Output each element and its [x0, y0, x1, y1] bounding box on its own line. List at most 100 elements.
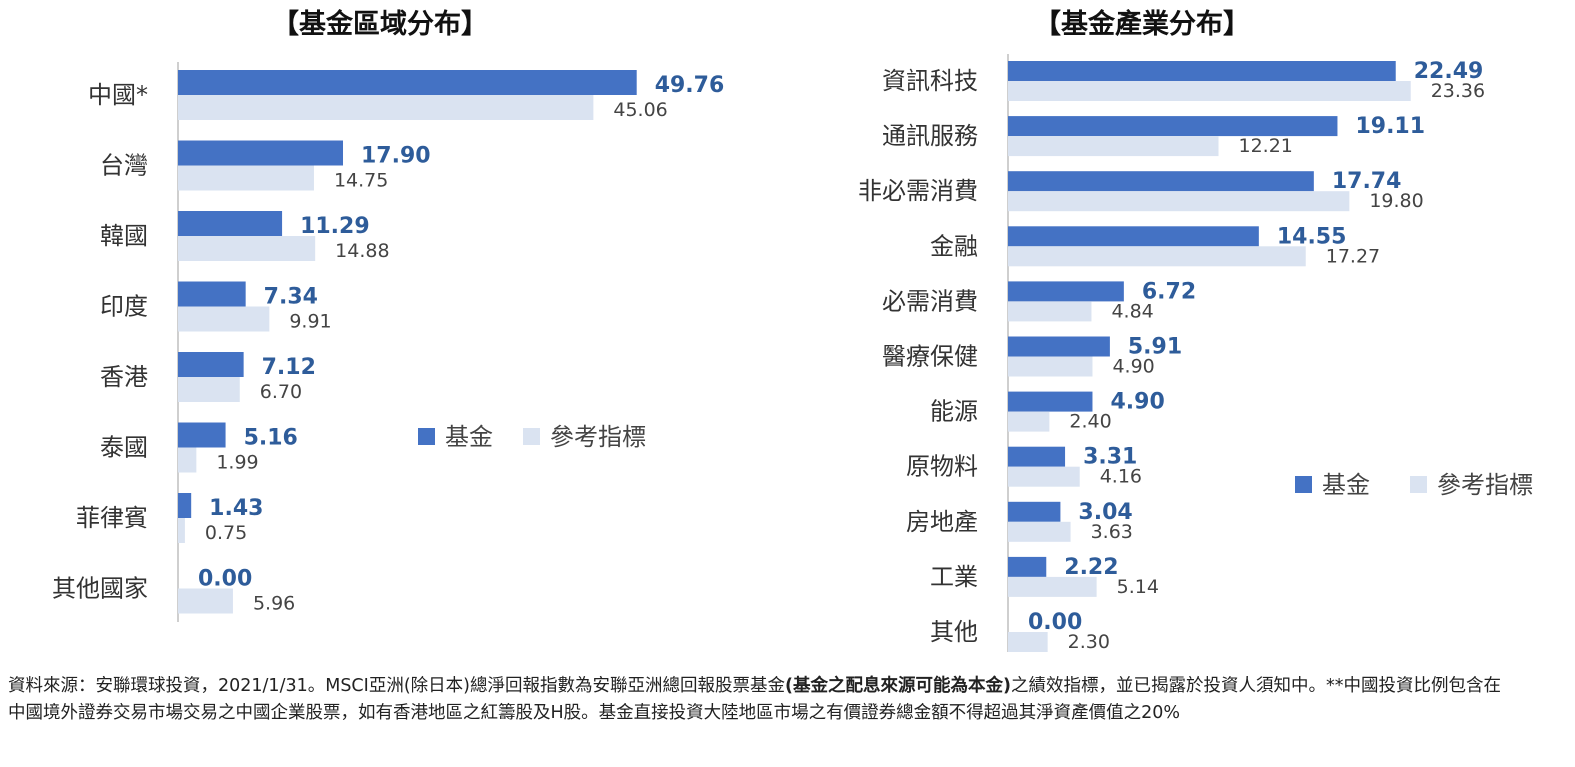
industry-fund-value-label: 3.04	[1078, 500, 1132, 525]
region-benchmark-bar	[178, 588, 233, 614]
region-category-label: 中國*	[88, 81, 148, 109]
region-fund-value-label: 11.29	[300, 214, 370, 239]
region-category-label: 其他國家	[52, 575, 148, 603]
region-fund-value-label: 0.00	[198, 567, 252, 592]
industry-benchmark-value-label: 12.21	[1239, 135, 1293, 157]
industry-fund-bar	[1008, 336, 1110, 357]
footnote-bold: (基金之配息來源可能為本金)	[784, 676, 1011, 696]
industry-fund-value-label: 22.49	[1414, 59, 1484, 84]
industry-benchmark-bar	[1008, 356, 1093, 377]
region-benchmark-bar	[178, 377, 240, 402]
industry-fund-bar	[1008, 116, 1338, 137]
industry-category-label: 金融	[930, 232, 978, 260]
industry-benchmark-bar	[1008, 632, 1048, 652]
industry-fund-value-label: 3.31	[1083, 445, 1137, 470]
industry-fund-value-label: 17.74	[1332, 169, 1402, 194]
industry-fund-value-label: 6.72	[1142, 279, 1196, 304]
footnote-text-2: 之績效指標，並已揭露於投資人須知中。**中國投資比例包含在中國境外證券交易市場交…	[8, 676, 1501, 723]
region-benchmark-value-label: 14.75	[334, 170, 388, 192]
industry-benchmark-value-label: 4.84	[1111, 300, 1153, 322]
region-fund-bar	[178, 140, 344, 166]
region-category-label: 菲律賓	[76, 504, 148, 532]
footnote-text-1: 資料來源：安聯環球投資，2021/1/31。MSCI亞洲(除日本)總淨回報指數為…	[8, 676, 785, 696]
region-fund-bar	[178, 281, 246, 307]
region-benchmark-bar	[178, 95, 594, 120]
region-fund-value-label: 17.90	[361, 144, 431, 169]
industry-fund-value-label: 19.11	[1355, 114, 1425, 139]
region-chart-title: 【基金區域分布】	[272, 8, 488, 40]
footnote: 資料來源：安聯環球投資，2021/1/31。MSCI亞洲(除日本)總淨回報指數為…	[8, 673, 1508, 727]
region-fund-bar	[178, 422, 226, 448]
region-fund-bar	[178, 352, 244, 377]
industry-fund-bar	[1008, 171, 1314, 192]
region-benchmark-bar	[178, 518, 185, 543]
region-fund-value-label: 1.43	[209, 496, 263, 521]
industry-fund-bar	[1008, 556, 1047, 577]
region-fund-bar	[178, 70, 637, 95]
industry-category-label: 必需消費	[882, 287, 978, 315]
region-benchmark-value-label: 45.06	[613, 99, 667, 121]
region-category-label: 泰國	[100, 434, 148, 462]
industry-benchmark-bar	[1008, 136, 1219, 157]
industry-benchmark-value-label: 2.40	[1069, 411, 1111, 433]
industry-category-label: 醫療保健	[882, 343, 978, 371]
region-fund-value-label: 7.34	[264, 285, 318, 310]
industry-category-label: 其他	[930, 618, 978, 646]
industry-fund-bar	[1008, 281, 1124, 302]
region-benchmark-value-label: 1.99	[216, 452, 258, 474]
industry-fund-bar	[1008, 226, 1259, 247]
industry-benchmark-bar	[1008, 81, 1411, 101]
industry-fund-value-label: 4.90	[1110, 390, 1164, 415]
region-benchmark-bar	[178, 306, 270, 332]
industry-category-label: 工業	[930, 563, 978, 591]
industry-benchmark-value-label: 4.16	[1100, 466, 1142, 488]
region-legend-label-fund: 基金	[445, 423, 493, 451]
industry-legend-swatch-fund	[1295, 476, 1312, 493]
industry-category-label: 能源	[930, 398, 978, 426]
industry-benchmark-bar	[1008, 246, 1306, 267]
region-fund-value-label: 49.76	[655, 73, 725, 98]
industry-benchmark-bar	[1008, 301, 1092, 322]
region-category-label: 韓國	[100, 222, 148, 250]
industry-category-label: 通訊服務	[882, 122, 978, 150]
industry-benchmark-bar	[1008, 191, 1350, 212]
industry-benchmark-value-label: 2.30	[1068, 631, 1110, 653]
industry-benchmark-value-label: 3.63	[1091, 521, 1133, 543]
region-benchmark-value-label: 14.88	[335, 240, 389, 262]
industry-fund-value-label: 14.55	[1277, 224, 1347, 249]
industry-benchmark-bar	[1008, 576, 1097, 597]
industry-fund-value-label: 2.22	[1064, 555, 1118, 580]
industry-benchmark-value-label: 5.14	[1117, 576, 1159, 598]
region-legend-swatch-fund	[418, 428, 435, 445]
industry-fund-value-label: 5.91	[1128, 335, 1182, 360]
industry-benchmark-value-label: 23.36	[1431, 80, 1485, 102]
industry-benchmark-value-label: 19.80	[1369, 190, 1423, 212]
industry-category-label: 房地產	[906, 508, 978, 536]
region-fund-value-label: 5.16	[244, 426, 298, 451]
region-benchmark-value-label: 9.91	[289, 311, 331, 333]
region-category-label: 香港	[100, 363, 148, 391]
industry-fund-value-label: 0.00	[1028, 610, 1082, 635]
region-benchmark-value-label: 0.75	[205, 522, 247, 544]
industry-category-label: 資訊科技	[882, 67, 978, 95]
region-benchmark-bar	[178, 447, 197, 473]
region-benchmark-value-label: 5.96	[253, 593, 295, 615]
region-benchmark-bar	[178, 236, 316, 261]
industry-legend-label-fund: 基金	[1322, 471, 1370, 499]
industry-chart-title: 【基金產業分布】	[1034, 8, 1250, 40]
industry-benchmark-bar	[1008, 411, 1050, 432]
industry-benchmark-value-label: 4.90	[1112, 356, 1154, 378]
industry-category-label: 非必需消費	[858, 177, 978, 205]
industry-legend-swatch-benchmark	[1410, 476, 1427, 493]
industry-fund-bar	[1008, 391, 1093, 412]
region-fund-bar	[178, 211, 283, 236]
industry-category-label: 原物料	[906, 453, 978, 481]
industry-benchmark-value-label: 17.27	[1326, 245, 1380, 267]
region-legend-swatch-benchmark	[523, 428, 540, 445]
region-benchmark-bar	[178, 165, 314, 191]
region-category-label: 台灣	[100, 152, 148, 180]
industry-fund-bar	[1008, 501, 1061, 522]
industry-fund-bar	[1008, 61, 1396, 81]
